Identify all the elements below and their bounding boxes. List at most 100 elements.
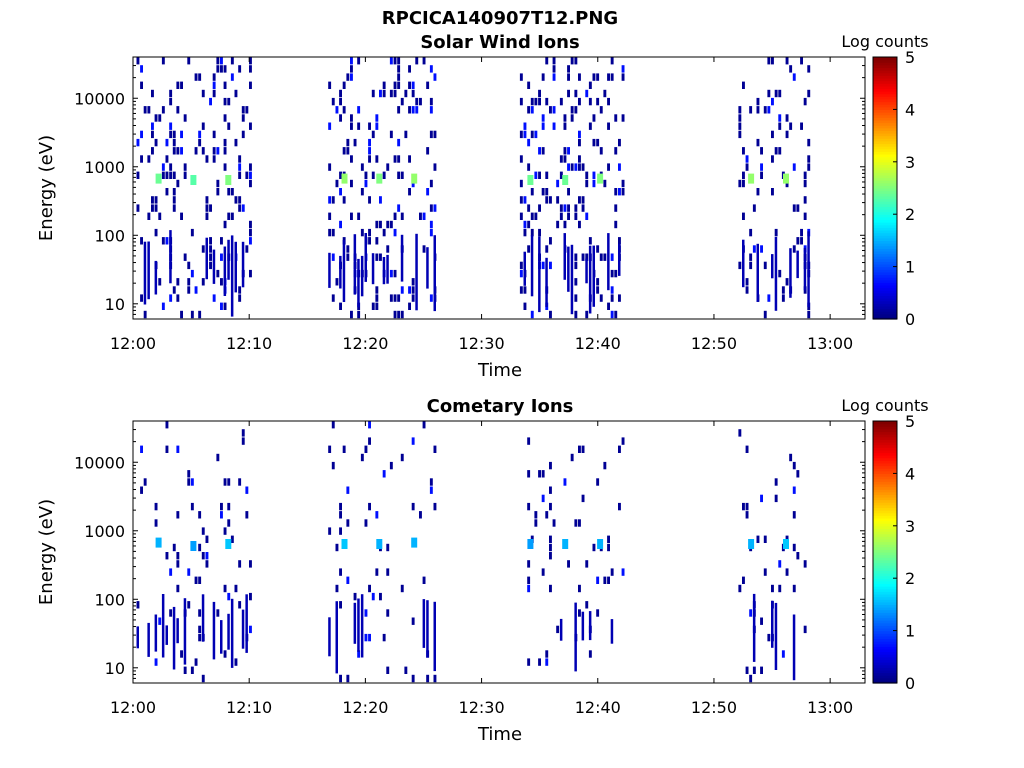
heatmap-cell — [151, 196, 154, 204]
colorbar-segment — [873, 59, 897, 63]
colorbar-segment — [873, 651, 897, 655]
heatmap-cell — [238, 155, 242, 163]
heatmap-cell — [523, 286, 527, 294]
heatmap-cell — [375, 294, 379, 302]
heatmap-streak — [796, 250, 799, 279]
heatmap-streak — [415, 233, 418, 311]
heatmap-cell — [574, 278, 578, 286]
colorbar-segment — [873, 588, 897, 592]
heatmap-cell — [339, 89, 342, 98]
heatmap-cell — [234, 138, 238, 147]
heatmap-cell — [223, 138, 227, 147]
heatmap-cell — [389, 130, 393, 139]
heatmap-cell — [588, 81, 592, 89]
heatmap-cell — [614, 114, 618, 122]
heatmap-cell — [745, 155, 749, 163]
colorbar-segment — [873, 277, 897, 281]
colorbar-segment — [873, 599, 897, 603]
heatmap-cell — [389, 269, 393, 278]
heatmap-cell — [220, 511, 223, 519]
heatmap-cell — [209, 204, 212, 212]
colorbar-segment — [873, 261, 897, 265]
colorbar-segment — [873, 140, 897, 145]
heatmap-cell — [578, 519, 581, 527]
colorbar-segment — [873, 638, 897, 642]
heatmap-cell — [194, 576, 198, 584]
heatmap-cell — [738, 106, 742, 114]
heatmap-cell — [238, 478, 242, 486]
heatmap-cell — [339, 220, 342, 229]
heatmap-cell — [756, 138, 760, 147]
heatmap-peak — [597, 539, 604, 549]
heatmap-cell — [238, 204, 242, 212]
heatmap-cell — [165, 188, 169, 196]
heatmap-cell — [433, 674, 437, 683]
heatmap-cell — [527, 658, 531, 666]
heatmap-streak — [400, 234, 404, 282]
heatmap-cell — [154, 204, 158, 212]
heatmap-cell — [165, 155, 169, 163]
colorbar-segment — [873, 216, 897, 221]
colorbar-segment — [873, 468, 897, 472]
heatmap-cell — [172, 196, 176, 204]
heatmap-cell — [397, 57, 401, 65]
heatmap-cell — [227, 478, 231, 486]
heatmap-cell — [433, 502, 437, 511]
heatmap-cell — [176, 511, 180, 519]
heatmap-cell — [581, 163, 585, 171]
heatmap-cell — [530, 212, 534, 220]
colorbar-segment — [873, 269, 897, 273]
heatmap-cell — [143, 478, 147, 486]
heatmap-cell — [198, 130, 202, 139]
heatmap-streak — [230, 235, 234, 317]
colorbar-segment — [873, 572, 897, 577]
heatmap-streak — [588, 611, 592, 641]
heatmap-cell — [328, 445, 332, 453]
heatmap-cell — [556, 196, 560, 204]
heatmap-cell — [249, 560, 252, 568]
heatmap-cell — [161, 163, 165, 171]
heatmap-cell — [422, 212, 426, 220]
colorbar-segment — [873, 167, 897, 171]
heatmap-cell — [585, 212, 589, 220]
heatmap-cell — [523, 196, 527, 204]
heatmap-cell — [785, 130, 789, 139]
colorbar-segment — [873, 549, 897, 553]
heatmap-cell — [382, 171, 386, 179]
heatmap-cell — [760, 163, 763, 171]
heatmap-cell — [549, 237, 552, 245]
heatmap-cell — [792, 204, 796, 212]
heatmap-cell — [419, 212, 422, 220]
heatmap-cell — [618, 502, 621, 511]
colorbar-segment — [873, 224, 897, 228]
heatmap-cell — [523, 122, 527, 130]
heatmap-cell — [205, 560, 209, 568]
heatmap-streak — [342, 240, 346, 302]
colorbar-segment — [873, 75, 897, 79]
heatmap-cell — [165, 237, 169, 245]
heatmap-cell — [393, 155, 397, 163]
heatmap-cell — [360, 188, 364, 196]
heatmap-cell — [154, 114, 158, 122]
heatmap-cell — [397, 138, 401, 147]
heatmap-cell — [386, 543, 390, 552]
heatmap-cell — [393, 212, 397, 220]
colorbar-segment — [873, 662, 897, 666]
heatmap-streak — [563, 233, 566, 280]
heatmap-cell — [792, 461, 796, 470]
colorbar-segment — [873, 266, 897, 270]
heatmap-cell — [785, 278, 789, 286]
heatmap-cell — [368, 155, 371, 163]
colorbar-segment — [873, 423, 897, 427]
heatmap-cell — [360, 453, 364, 462]
heatmap-cell — [187, 286, 191, 294]
colorbar-segment — [873, 206, 897, 210]
heatmap-cell — [220, 65, 223, 73]
colorbar-segment — [873, 308, 897, 312]
heatmap-cell — [368, 584, 371, 593]
heatmap-cell — [426, 147, 430, 155]
y-ticks: 10 100 1000 10000 — [74, 56, 865, 320]
heatmap-cell — [371, 130, 375, 139]
heatmap-cell — [212, 147, 216, 155]
heatmap-cell — [201, 552, 205, 560]
